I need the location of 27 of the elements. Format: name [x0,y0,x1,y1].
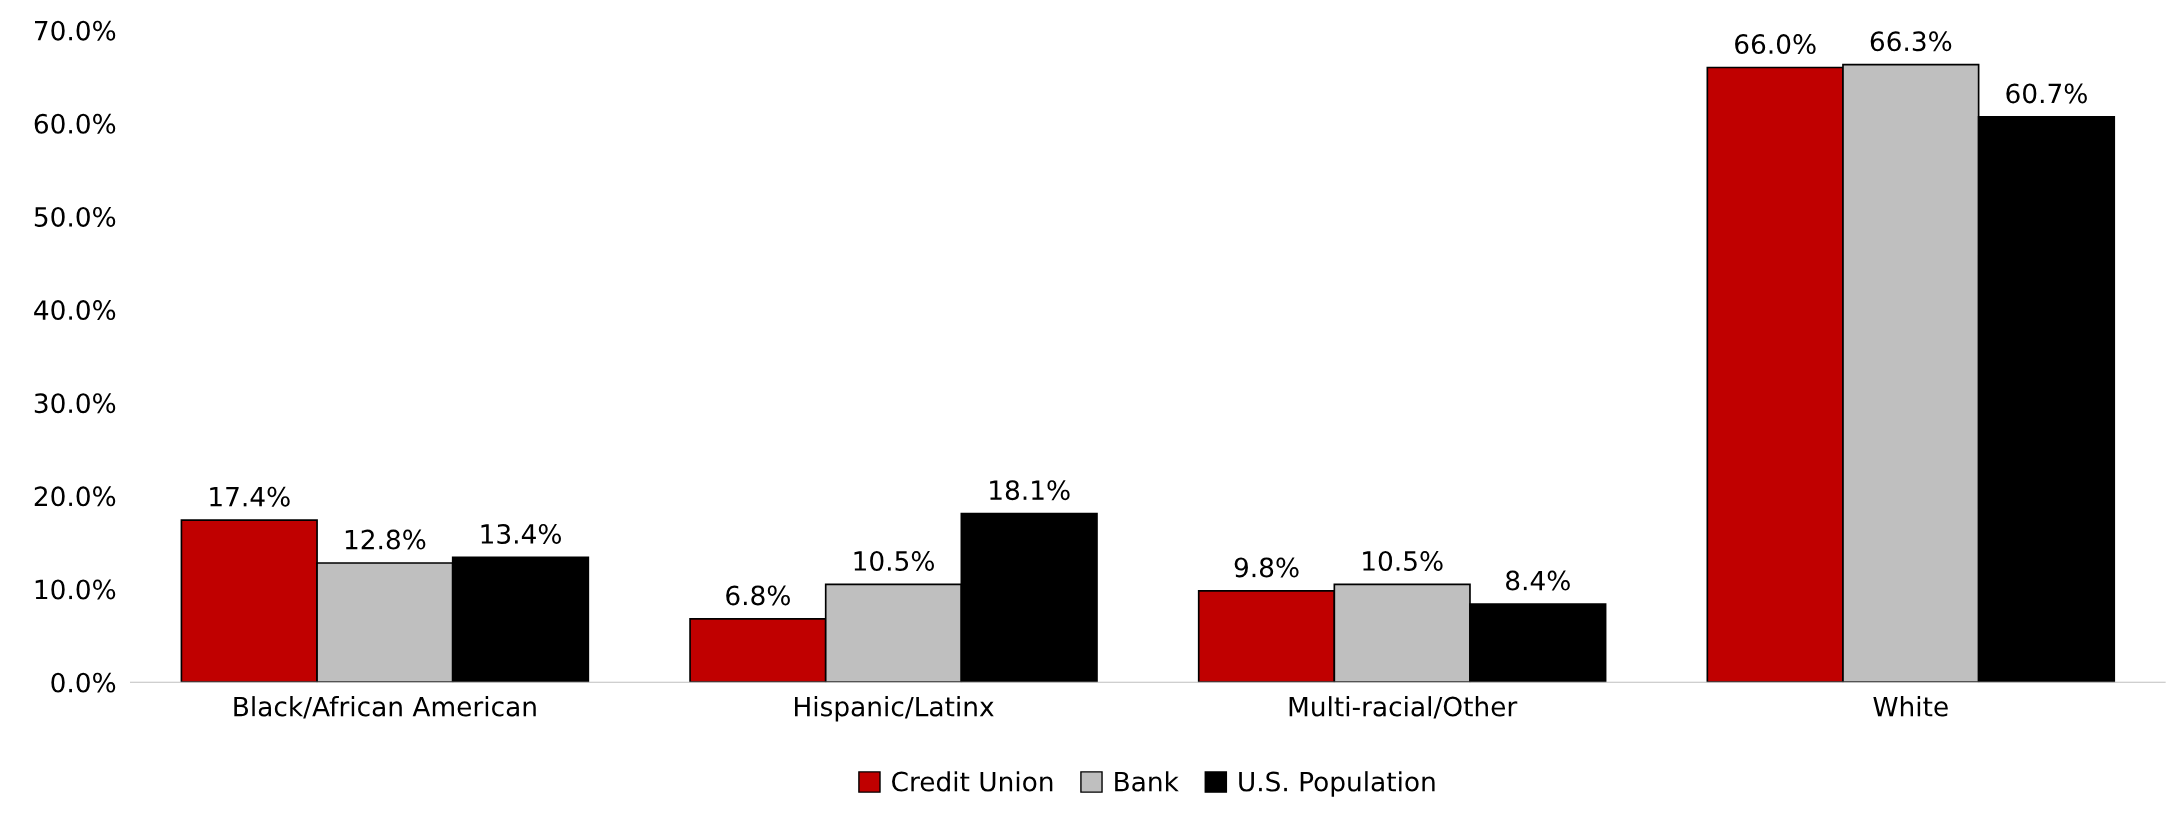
data-label: 18.1% [990,480,1070,501]
data-label: 60.7% [2006,83,2087,104]
data-label: 6.8% [726,585,790,606]
data-label: 17.4% [210,486,290,507]
legend-label: U.S. Population [1239,771,1435,797]
data-label: 12.8% [345,529,426,550]
legend-label: Credit Union [892,771,1053,792]
y-tick-label: 30.0% [34,393,116,414]
y-tick-label: 0.0% [51,672,116,693]
data-label: 13.4% [481,523,561,544]
data-label: 66.3% [1870,31,1952,52]
y-tick-label: 50.0% [34,206,116,227]
data-label: 8.4% [1506,570,1570,591]
data-label: 10.5% [854,550,934,571]
legend-label: Bank [1115,771,1179,792]
y-tick-label: 10.0% [35,579,116,600]
y-tick-label: 40.0% [34,300,116,321]
x-tick-label: White [1873,696,1948,717]
y-tick-label: 60.0% [34,113,116,134]
data-label: 10.5% [1363,550,1443,571]
data-label: 66.0% [1735,34,1816,55]
y-tick-label: 70.0% [35,20,116,41]
x-tick-label: Black/African American [234,696,536,719]
y-tick-label: 20.0% [34,486,116,507]
x-tick-label: Multi-racial/Other [1289,696,1518,719]
data-label: 9.8% [1234,557,1299,578]
x-tick-label: Hispanic/Latinx [795,696,994,722]
